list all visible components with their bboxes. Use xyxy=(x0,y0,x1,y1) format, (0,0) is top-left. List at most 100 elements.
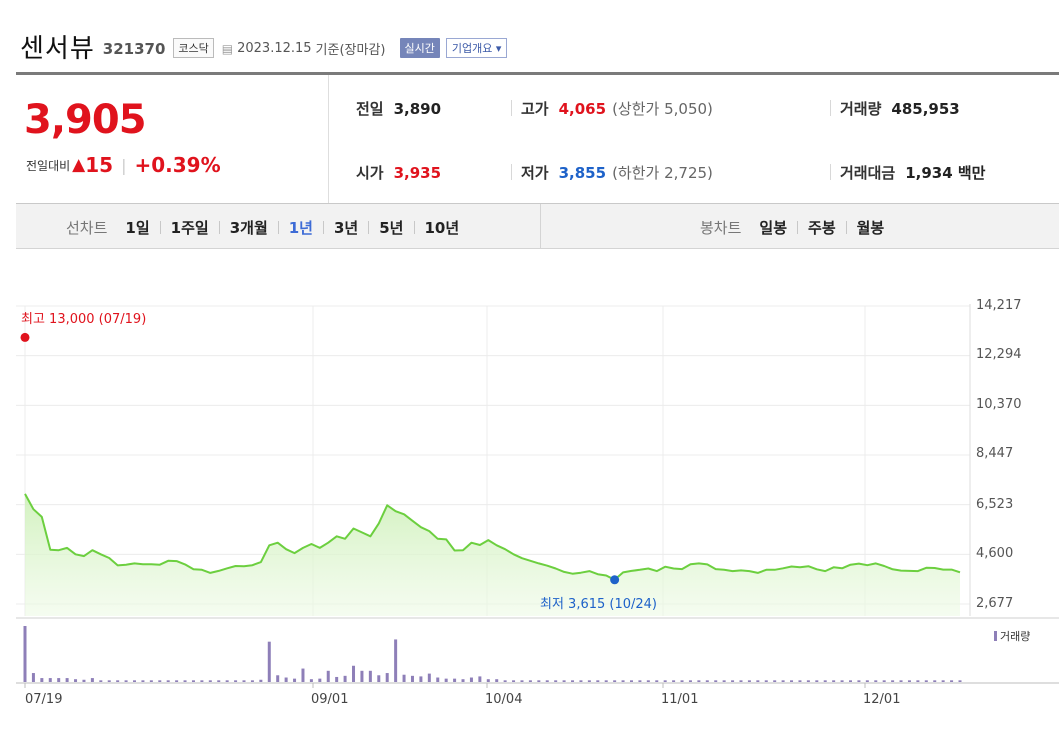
volume-bar xyxy=(343,675,347,682)
volume-bar xyxy=(655,680,659,682)
volume-bar xyxy=(545,680,549,682)
lower-limit: (하한가 2,725) xyxy=(612,164,713,182)
line-chart-periods: 선차트 1일 1주일 3개월 1년 3년 5년 10년 xyxy=(66,217,459,238)
volume-bar xyxy=(512,680,516,682)
volume: 거래량 485,953 xyxy=(840,98,960,119)
period-separator xyxy=(323,221,324,234)
volume-bar xyxy=(352,665,356,682)
volume-bar xyxy=(933,680,937,682)
volume-value: 485,953 xyxy=(891,99,960,118)
volume-bar xyxy=(419,676,423,682)
open-price-label: 시가 xyxy=(356,164,384,182)
period-3y[interactable]: 3년 xyxy=(334,219,359,237)
upper-limit: (상한가 5,050) xyxy=(612,100,713,118)
high-point-marker xyxy=(20,332,30,342)
summary-divider xyxy=(328,75,329,203)
volume-bar xyxy=(234,680,238,682)
volume-bar xyxy=(865,680,869,682)
volume-bar xyxy=(124,680,128,682)
up-arrow-icon: ▲ xyxy=(72,155,86,175)
change-percent: +0.39% xyxy=(134,153,221,177)
volume-bar xyxy=(688,680,692,682)
volume-bar xyxy=(848,680,852,682)
cell-separator xyxy=(830,164,831,180)
volume-bar xyxy=(916,680,920,682)
period-divider xyxy=(540,204,541,248)
volume-legend-swatch xyxy=(994,631,997,641)
period-3m[interactable]: 3개월 xyxy=(229,219,268,237)
volume-bar xyxy=(242,680,246,682)
candle-chart-label: 봉차트 xyxy=(700,219,742,237)
price-area xyxy=(25,493,960,616)
line-chart-label: 선차트 xyxy=(66,219,108,237)
period-10y[interactable]: 10년 xyxy=(424,219,460,237)
volume-bar xyxy=(335,676,339,682)
volume-bar xyxy=(175,680,179,682)
period-separator xyxy=(218,221,220,234)
volume-bar xyxy=(823,680,827,682)
volume-bar xyxy=(731,680,735,682)
volume-bar xyxy=(453,678,457,682)
volume-bar xyxy=(478,676,482,682)
period-5y[interactable]: 5년 xyxy=(379,219,404,237)
trade-amount: 거래대금 1,934 백만 xyxy=(840,162,985,183)
volume-bar xyxy=(158,680,162,682)
volume-bar xyxy=(520,680,524,682)
volume-bar xyxy=(31,673,35,682)
volume-bar xyxy=(40,678,44,682)
volume-bar xyxy=(57,678,61,682)
volume-bar xyxy=(377,675,381,682)
volume-bar xyxy=(394,639,398,682)
period-separator xyxy=(368,221,370,234)
volume-bar xyxy=(74,679,78,682)
price-chart[interactable] xyxy=(0,290,1059,710)
change-separator: | xyxy=(121,155,127,175)
candle-weekly[interactable]: 주봉 xyxy=(808,219,836,237)
x-tick-label: 09/01 xyxy=(311,692,349,707)
cell-separator xyxy=(511,100,512,116)
volume-bar xyxy=(461,679,465,682)
volume-bar xyxy=(259,679,263,682)
period-selector: 선차트 1일 1주일 3개월 1년 3년 5년 10년 봉차트 일봉 주봉 월봉 xyxy=(16,204,1059,249)
volume-bar xyxy=(714,680,718,682)
volume-bar xyxy=(882,680,886,682)
period-separator xyxy=(845,221,847,234)
volume-bar xyxy=(402,674,406,682)
volume-bar xyxy=(107,680,111,682)
candle-chart-periods: 봉차트 일봉 주봉 월봉 xyxy=(700,217,884,238)
volume-bar xyxy=(781,680,785,682)
high-annotation: 최고 13,000 (07/19) xyxy=(21,312,147,327)
volume-bar xyxy=(697,680,701,682)
volume-bar xyxy=(141,680,145,682)
volume-bar xyxy=(267,641,271,682)
volume-bar xyxy=(907,680,911,682)
volume-bar xyxy=(832,680,836,682)
volume-bar xyxy=(191,680,195,682)
volume-bar xyxy=(149,680,153,682)
period-1w[interactable]: 1주일 xyxy=(170,219,209,237)
volume-bar xyxy=(368,670,372,682)
trade-amount-value: 1,934 백만 xyxy=(905,164,986,182)
prev-close-value: 3,890 xyxy=(393,99,442,118)
realtime-button[interactable]: 실시간 xyxy=(399,38,440,58)
volume-bar xyxy=(815,680,819,682)
volume-bar xyxy=(495,679,499,682)
day-low: 저가 3,855 (하한가 2,725) xyxy=(521,162,713,183)
candle-monthly[interactable]: 월봉 xyxy=(856,219,885,237)
stock-name: 센서뷰 xyxy=(20,33,95,64)
candle-daily[interactable]: 일봉 xyxy=(759,219,788,237)
cell-separator xyxy=(830,100,831,116)
volume-bar xyxy=(874,680,878,682)
volume-bar xyxy=(756,680,760,682)
base-basis: 기준(장마감) xyxy=(315,43,386,58)
calendar-icon: ▤ xyxy=(221,41,234,56)
price-change: 전일대비 ▲ 15 | +0.39% xyxy=(26,153,221,177)
volume-bar xyxy=(587,680,591,682)
period-1y[interactable]: 1년 xyxy=(288,219,313,237)
volume-bar xyxy=(663,680,667,682)
period-1d[interactable]: 1일 xyxy=(125,219,150,237)
volume-bar xyxy=(554,680,558,682)
period-separator xyxy=(277,221,279,234)
company-overview-dropdown[interactable]: 기업개요 ▾ xyxy=(445,38,508,58)
volume-bar xyxy=(613,680,617,682)
